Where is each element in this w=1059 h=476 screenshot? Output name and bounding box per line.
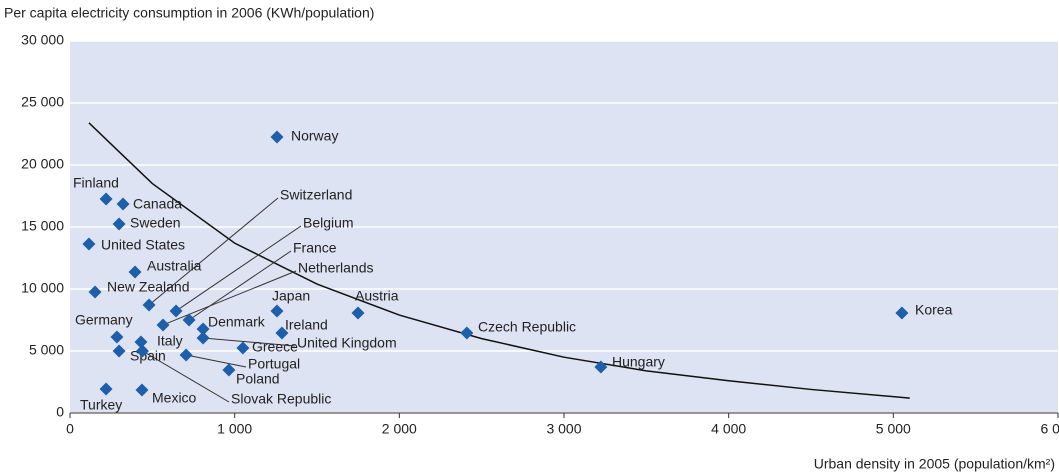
point-label: Japan — [272, 288, 310, 304]
point — [270, 130, 284, 144]
point — [128, 265, 142, 279]
leader-line — [188, 250, 292, 321]
leader-line — [162, 270, 297, 326]
y-tick-label: 5 000 — [29, 342, 64, 358]
x-tick-label: 2 000 — [382, 421, 417, 437]
point-label: United Kingdom — [297, 335, 397, 351]
point-label: Slovak Republic — [231, 391, 331, 407]
point-label: Mexico — [152, 390, 197, 406]
point-label: Belgium — [303, 215, 354, 231]
y-tick-label: 10 000 — [21, 280, 64, 296]
point — [351, 306, 365, 320]
point-label: Czech Republic — [478, 319, 576, 335]
y-axis-title: Per capita electricity consumption in 20… — [4, 5, 374, 21]
point-label: New Zealand — [107, 279, 190, 295]
x-axis-title: Urban density in 2005 (population/km²) — [814, 456, 1055, 472]
point-label: Poland — [236, 371, 280, 387]
point-label: Norway — [291, 128, 338, 144]
point — [275, 326, 289, 340]
y-tick-label: 0 — [56, 404, 64, 420]
point — [270, 304, 284, 318]
y-tick-label: 30 000 — [21, 32, 64, 48]
point-label: Australia — [147, 258, 202, 274]
point-label: Italy — [157, 333, 183, 349]
point — [135, 383, 149, 397]
trendline — [88, 122, 910, 399]
point — [134, 335, 148, 349]
leader-line — [142, 350, 230, 403]
point — [196, 331, 210, 345]
point — [236, 341, 250, 355]
point-label: Turkey — [80, 397, 122, 413]
point — [142, 298, 156, 312]
point-label: United States — [101, 237, 185, 253]
point-label: Hungary — [612, 354, 665, 370]
point — [169, 304, 183, 318]
point — [99, 192, 113, 206]
point-label: Greece — [252, 339, 298, 355]
leader-line — [185, 354, 247, 368]
point-label: Finland — [73, 175, 119, 191]
point — [460, 326, 474, 340]
point-label: Korea — [915, 302, 953, 318]
point-label: Netherlands — [298, 260, 374, 276]
leader-line — [148, 197, 279, 306]
x-tick-label: 4 000 — [711, 421, 746, 437]
x-tick-label: 3 000 — [546, 421, 581, 437]
y-tick-label: 25 000 — [21, 94, 64, 110]
point — [116, 197, 130, 211]
point — [112, 217, 126, 231]
point — [222, 363, 236, 377]
point-label: Canada — [133, 196, 182, 212]
point — [594, 360, 608, 374]
point — [182, 313, 196, 327]
x-tick-label: 1 000 — [217, 421, 252, 437]
point — [99, 382, 113, 396]
point — [110, 330, 124, 344]
y-tick-label: 15 000 — [21, 218, 64, 234]
point — [135, 344, 149, 358]
point-label: Denmark — [208, 314, 266, 330]
leader-line — [203, 337, 296, 347]
x-tick-label: 0 — [66, 421, 74, 437]
leader-line — [175, 225, 302, 312]
y-tick-label: 20 000 — [21, 156, 64, 172]
point-label: Portugal — [248, 356, 300, 372]
point — [88, 285, 102, 299]
point — [156, 318, 170, 332]
point — [179, 348, 193, 362]
point — [112, 344, 126, 358]
x-tick-label: 5 000 — [876, 421, 911, 437]
x-tick-label: 6 000 — [1040, 421, 1059, 437]
point — [895, 306, 909, 320]
point-label: Austria — [355, 288, 399, 304]
point-label: Germany — [75, 312, 133, 328]
point — [82, 237, 96, 251]
point-label: France — [293, 240, 337, 256]
point-label: Ireland — [285, 317, 328, 333]
point-label: Sweden — [130, 215, 181, 231]
point — [196, 322, 210, 336]
point-label: Switzerland — [280, 187, 352, 203]
